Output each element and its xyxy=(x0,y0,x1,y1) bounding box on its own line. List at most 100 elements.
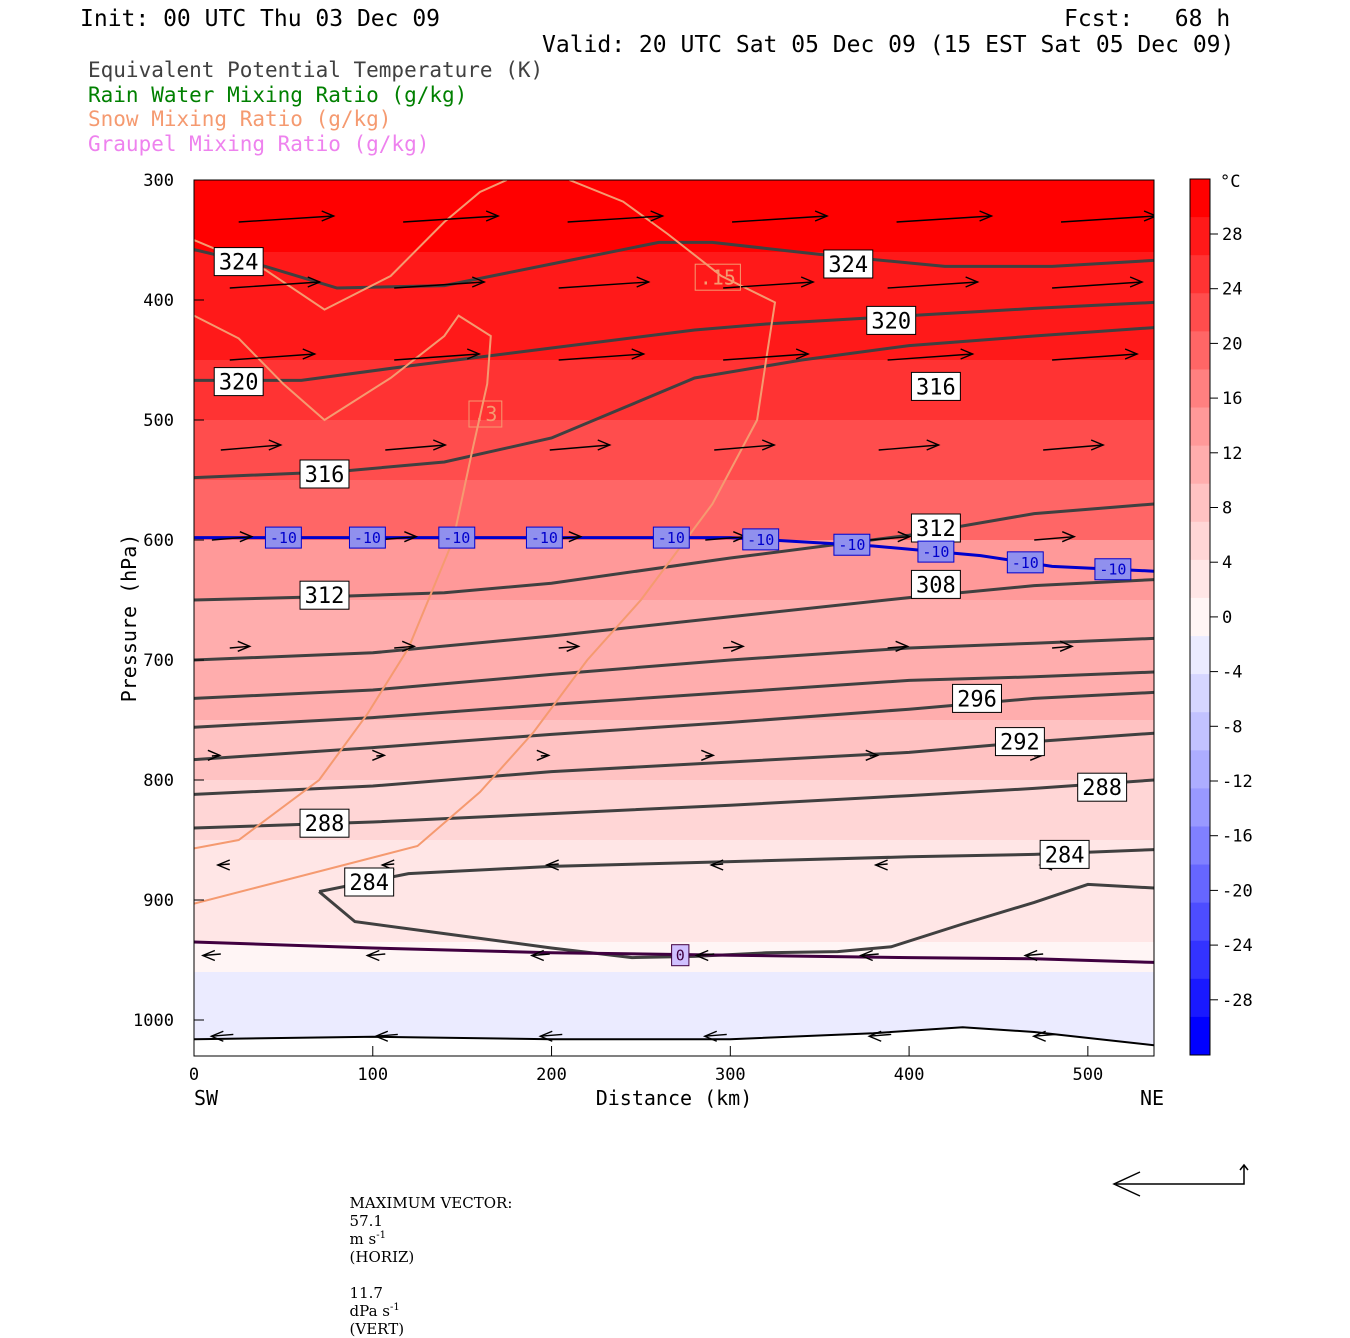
colorbar-swatch xyxy=(1190,559,1210,599)
legend-graupel: Graupel Mixing Ratio (g/kg) xyxy=(88,132,430,156)
theta-e-label-box xyxy=(213,247,264,277)
wind-vector-head xyxy=(1061,531,1077,543)
colorbar-swatch xyxy=(1190,750,1210,789)
theta-e-label-box xyxy=(910,371,961,401)
theta-e-contour xyxy=(194,690,1154,762)
wind-vector xyxy=(375,1033,398,1037)
colorbar-tick-label: 12 xyxy=(1222,444,1242,464)
y-tick-label: 500 xyxy=(143,411,174,431)
surface-line xyxy=(194,1026,1154,1047)
colorbar-swatch xyxy=(1190,331,1210,370)
colorbar-tick-label: 0 xyxy=(1222,608,1232,628)
colorbar-tick-label: -8 xyxy=(1222,717,1242,737)
wind-vector-head xyxy=(536,749,551,761)
wind-vector xyxy=(211,1033,234,1037)
wind-vector xyxy=(869,535,910,541)
wind-vector xyxy=(394,353,480,361)
temperature-band xyxy=(194,360,1154,421)
wind-vector-head xyxy=(1129,276,1144,288)
wind-vector xyxy=(220,444,281,451)
wind-vector xyxy=(1034,535,1075,541)
theta-e-label: 320 xyxy=(219,371,259,396)
colorbar-swatch xyxy=(1190,293,1210,332)
y-tick-label: 800 xyxy=(143,771,174,791)
wind-vector xyxy=(238,215,334,223)
isotherm-label: -10 xyxy=(658,529,685,547)
legend-snow: Snow Mixing Ratio (g/kg) xyxy=(88,107,392,131)
max-vert-exp: -1 xyxy=(389,1302,400,1313)
max-vert-unit: dPa s xyxy=(349,1302,390,1320)
wind-vector-head xyxy=(650,210,665,222)
wind-vector xyxy=(896,215,992,223)
theta-e-label: 288 xyxy=(305,812,345,837)
wind-vector-head xyxy=(239,531,254,543)
wind-vector xyxy=(714,444,775,451)
max-vert-tag: (VERT) xyxy=(349,1320,405,1338)
theta-e-label-box xyxy=(299,580,350,610)
colorbar-tick-label: 16 xyxy=(1222,389,1242,409)
wind-vector xyxy=(394,645,415,649)
wind-vector-head xyxy=(1031,1030,1046,1042)
wind-vector xyxy=(696,953,715,957)
wind-vector-head xyxy=(631,348,646,360)
theta-e-label: 284 xyxy=(1045,843,1085,868)
isotherm-label-box xyxy=(917,540,955,563)
colorbar-swatch xyxy=(1190,1016,1210,1056)
theta-e-label-box xyxy=(299,459,350,489)
wind-vector xyxy=(403,215,499,223)
wind-vector-head xyxy=(926,439,941,451)
isotherm-label: -10 xyxy=(838,536,865,554)
wind-vector xyxy=(1052,645,1073,649)
colorbar-swatch xyxy=(1190,597,1210,637)
wind-vector xyxy=(229,645,250,649)
temperature-band xyxy=(194,180,1154,253)
wind-vector-head xyxy=(544,859,559,871)
y-tick-label: 900 xyxy=(143,891,174,911)
isotherm-label: -10 xyxy=(354,529,381,547)
wind-vector-head xyxy=(1090,439,1105,451)
wind-vector xyxy=(211,535,252,541)
wind-vector xyxy=(229,353,315,361)
wind-vector-head xyxy=(1059,640,1074,652)
x-tick-label: 400 xyxy=(894,1065,925,1085)
isotherm-label-box xyxy=(1006,551,1044,574)
wind-vector xyxy=(558,645,579,649)
theta-e-label-box xyxy=(952,683,1002,713)
theta-e-contour xyxy=(194,778,1154,830)
wind-vector-head xyxy=(485,210,500,222)
wind-vector-head xyxy=(268,439,283,451)
wind-vector-head xyxy=(200,949,216,962)
colorbar-tick-label: -28 xyxy=(1222,991,1253,1011)
wind-vector-head xyxy=(365,949,380,962)
colorbar-swatch xyxy=(1190,445,1210,485)
theta-e-label: 296 xyxy=(957,687,997,712)
theta-e-label: 320 xyxy=(871,309,911,334)
theta-e-label-box xyxy=(910,513,961,543)
colorbar-swatch xyxy=(1190,864,1210,904)
wind-vector xyxy=(1052,353,1138,361)
colorbar-tick-label: -16 xyxy=(1222,827,1253,847)
theta-e-label-box xyxy=(1039,839,1090,869)
wind-vector xyxy=(202,953,221,957)
wind-vector xyxy=(704,1033,727,1037)
colorbar-swatch xyxy=(1190,521,1210,561)
snow-contour xyxy=(194,180,508,311)
x-tick-label: 500 xyxy=(1072,1065,1103,1085)
colorbar-tick-label: 8 xyxy=(1222,499,1232,519)
wind-vector xyxy=(1060,215,1154,223)
max-horiz-value: 57.1 xyxy=(349,1212,383,1230)
reference-vector-icon xyxy=(1112,1163,1249,1197)
theta-e-label: 288 xyxy=(1082,776,1122,801)
colorbar-tick-label: 4 xyxy=(1222,553,1232,573)
y-tick-label: 300 xyxy=(143,171,174,191)
y-axis-title: Pressure (hPa) xyxy=(117,534,141,703)
wind-vector xyxy=(558,281,649,289)
wind-vector xyxy=(887,281,978,289)
wind-vector-head xyxy=(207,749,222,761)
wind-vector-head xyxy=(321,210,336,222)
isotherm-label-box xyxy=(348,526,386,549)
max-vert-value: 11.7 xyxy=(349,1284,383,1302)
theta-e-contour xyxy=(194,670,1154,729)
y-tick-label: 600 xyxy=(143,531,174,551)
theta-e-label-box xyxy=(823,249,874,279)
